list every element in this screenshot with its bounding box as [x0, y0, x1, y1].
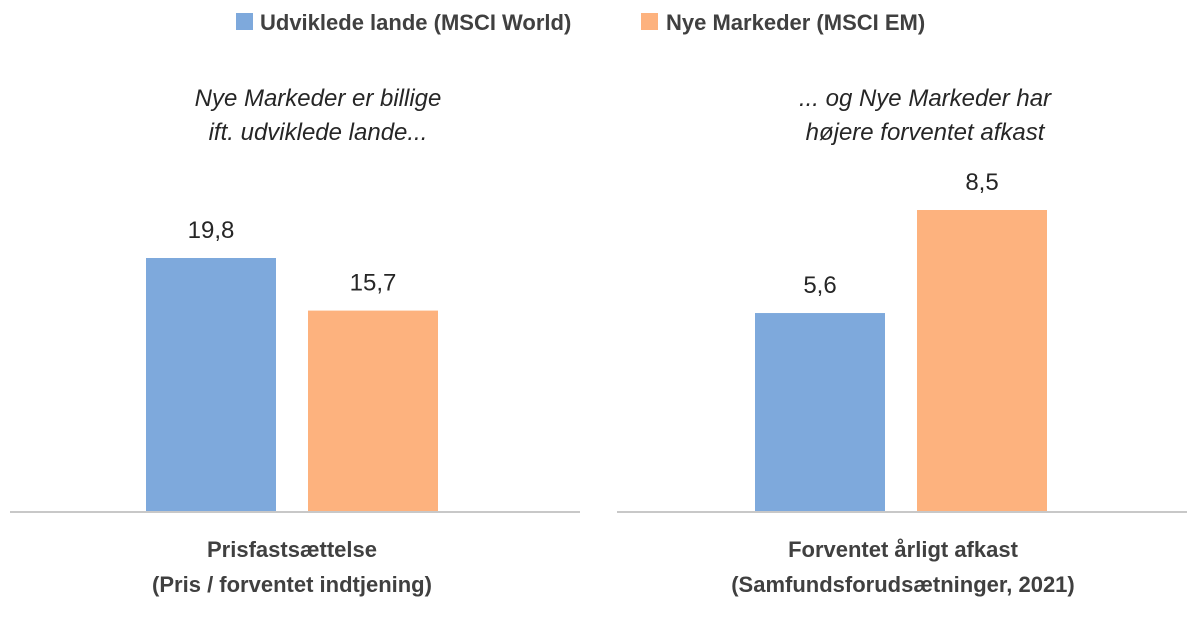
value-label-return-developed: 5,6	[803, 272, 836, 299]
panel-2-category-line-2: (Samfundsforudsætninger, 2021)	[731, 572, 1075, 597]
bar-valuation-developed	[146, 258, 276, 512]
panel-2-subtitle-line-2: højere forventet afkast	[806, 119, 1046, 146]
legend-label-emerging: Nye Markeder (MSCI EM)	[666, 10, 925, 35]
legend-label-developed: Udviklede lande (MSCI World)	[260, 10, 571, 35]
value-label-return-emerging: 8,5	[965, 169, 998, 196]
panel-1-subtitle-line-2: ift. udviklede lande...	[209, 119, 428, 146]
panel-1-subtitle-line-1: Nye Markeder er billige	[195, 85, 442, 112]
bar-valuation-emerging	[308, 310, 438, 512]
panel-1-category-line-2: (Pris / forventet indtjening)	[152, 572, 432, 597]
legend-swatch-developed	[236, 13, 253, 30]
value-label-valuation-emerging: 15,7	[350, 270, 397, 297]
legend-swatch-emerging	[641, 13, 658, 30]
panel-2-category-line-1: Forventet årligt afkast	[788, 537, 1019, 562]
panel-expected-return: ... og Nye Markeder har højere forventet…	[617, 85, 1187, 597]
value-label-valuation-developed: 19,8	[188, 217, 235, 244]
legend: Udviklede lande (MSCI World) Nye Markede…	[236, 10, 925, 35]
panel-1-category-line-1: Prisfastsættelse	[207, 537, 377, 562]
panel-valuation: Nye Markeder er billige ift. udviklede l…	[10, 85, 580, 597]
panel-2-subtitle-line-1: ... og Nye Markeder har	[799, 85, 1052, 112]
bar-return-emerging	[917, 210, 1047, 512]
bar-return-developed	[755, 313, 885, 512]
